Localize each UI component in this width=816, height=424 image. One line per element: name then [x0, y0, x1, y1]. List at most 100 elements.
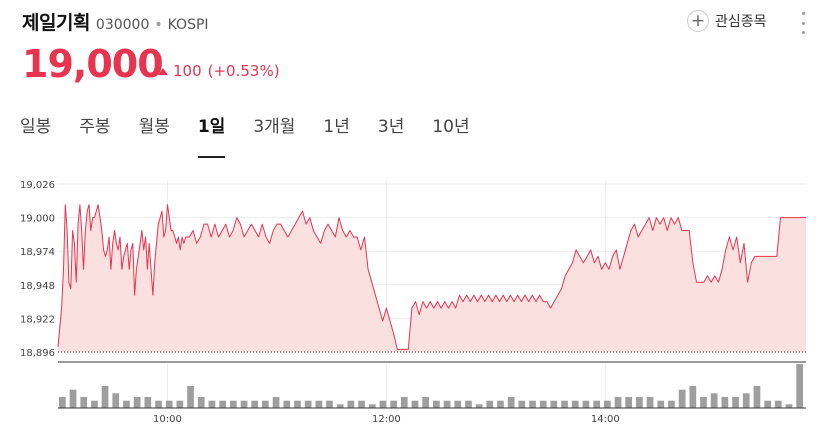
volume-bar: [454, 400, 462, 408]
tab-3months[interactable]: 3개월: [253, 117, 296, 137]
volume-bar: [80, 397, 88, 408]
volume-bar: [336, 404, 344, 408]
watchlist-label: 관심종목: [715, 14, 767, 30]
volume-bar: [59, 397, 66, 408]
volume-bar: [315, 400, 323, 408]
up-triangle-icon: [158, 67, 168, 75]
volume-bar: [294, 400, 301, 408]
y-tick-label: 19,000: [20, 214, 55, 225]
volume-bar: [475, 404, 483, 408]
volume-bar: [721, 397, 729, 408]
volume-bar: [678, 389, 686, 408]
volume-bar: [326, 400, 333, 408]
volume-bar: [272, 397, 280, 408]
current-price: 19,000: [22, 42, 164, 86]
volume-bar: [561, 400, 568, 408]
more-vertical-icon[interactable]: [801, 12, 805, 34]
stock-code: 030000: [95, 17, 150, 33]
volume-bar: [411, 400, 419, 408]
volume-bar: [283, 400, 291, 408]
volume-bar: [262, 400, 269, 408]
volume-bar: [91, 400, 98, 408]
y-tick-label: 18,896: [20, 348, 55, 359]
volume-bar: [593, 400, 600, 408]
change-amount: 100: [173, 62, 202, 80]
volume-bar: [400, 397, 408, 408]
stock-header: 제일기획 030000 • KOSPI: [22, 8, 209, 36]
volume-bar: [486, 400, 494, 408]
price-area: [58, 204, 806, 352]
volume-bar: [742, 393, 750, 408]
period-tabs: 일봉 주봉 월봉 1일 3개월 1년 3년 10년: [20, 112, 498, 158]
x-tick-label: 12:00: [372, 414, 401, 424]
volume-bar: [443, 400, 451, 408]
volume-bar: [230, 400, 237, 408]
volume-bar: [774, 400, 782, 408]
volume-bar: [700, 397, 707, 408]
volume-bar: [358, 400, 365, 408]
volume-bar: [636, 397, 643, 408]
volume-bar: [539, 400, 547, 408]
plus-circle-icon: +: [687, 10, 709, 32]
market-name: KOSPI: [167, 17, 209, 33]
volume-bar: [582, 400, 590, 408]
y-tick-label: 18,948: [20, 281, 55, 292]
volume-bar: [219, 400, 226, 408]
volume-bar: [144, 397, 152, 408]
tab-daily[interactable]: 일봉: [20, 117, 52, 137]
volume-bar: [550, 400, 558, 408]
tab-weekly[interactable]: 주봉: [79, 117, 111, 137]
volume-bar: [529, 400, 536, 408]
volume-bar: [112, 393, 120, 408]
price-change: 100 (+0.53%): [158, 62, 280, 80]
volume-bar: [785, 404, 793, 408]
volume-bar: [796, 364, 803, 408]
x-tick-label: 10:00: [153, 414, 182, 424]
y-tick-label: 18,974: [20, 247, 55, 258]
volume-bar: [732, 397, 739, 408]
volume-bar: [614, 397, 622, 408]
volume-bar: [753, 386, 761, 408]
price-line: [57, 204, 806, 350]
stock-name: 제일기획: [22, 12, 90, 34]
volume-bar: [69, 389, 77, 408]
x-tick-label: 14:00: [591, 414, 620, 424]
volume-bar: [123, 400, 130, 408]
intraday-price-chart[interactable]: 19,026 19,000 18,974 18,948 18,922 18,896 10:0…: [0, 160, 816, 424]
tab-1year[interactable]: 1년: [323, 117, 350, 137]
volume-bar: [208, 400, 216, 408]
volume-bar: [347, 400, 355, 408]
volume-bar: [379, 400, 387, 408]
volume-bar: [165, 400, 173, 408]
volume-bar: [571, 400, 579, 408]
tab-3years[interactable]: 3년: [377, 117, 405, 137]
volume-bar: [625, 397, 632, 408]
volume-bar: [422, 397, 429, 408]
volume-bar: [497, 400, 504, 408]
y-tick-label: 18,922: [20, 314, 55, 325]
volume-bar: [368, 404, 376, 408]
volume-bar: [507, 397, 515, 408]
volume-bar: [764, 400, 771, 408]
volume-bar: [187, 386, 194, 408]
tab-1day[interactable]: 1일: [197, 112, 226, 158]
volume-bar: [657, 400, 665, 408]
volume-bar: [240, 400, 248, 408]
volume-bar: [689, 386, 697, 408]
volume-bar: [465, 400, 472, 408]
volume-bar: [197, 397, 205, 408]
tab-monthly[interactable]: 월봉: [138, 117, 170, 137]
volume-bar: [668, 400, 675, 408]
volume-bar: [101, 386, 109, 408]
volume-bar: [304, 400, 312, 408]
volume-bar: [433, 400, 440, 408]
tab-10years[interactable]: 10년: [432, 117, 470, 137]
volume-bar: [710, 393, 718, 408]
change-percent: (+0.53%): [207, 62, 280, 80]
volume-bar: [155, 400, 162, 408]
y-tick-label: 19,026: [20, 180, 55, 191]
add-watchlist-button[interactable]: + 관심종목: [687, 10, 767, 32]
separator-dot: •: [154, 17, 163, 33]
volume-bar: [646, 397, 654, 408]
volume-bar: [176, 400, 184, 408]
